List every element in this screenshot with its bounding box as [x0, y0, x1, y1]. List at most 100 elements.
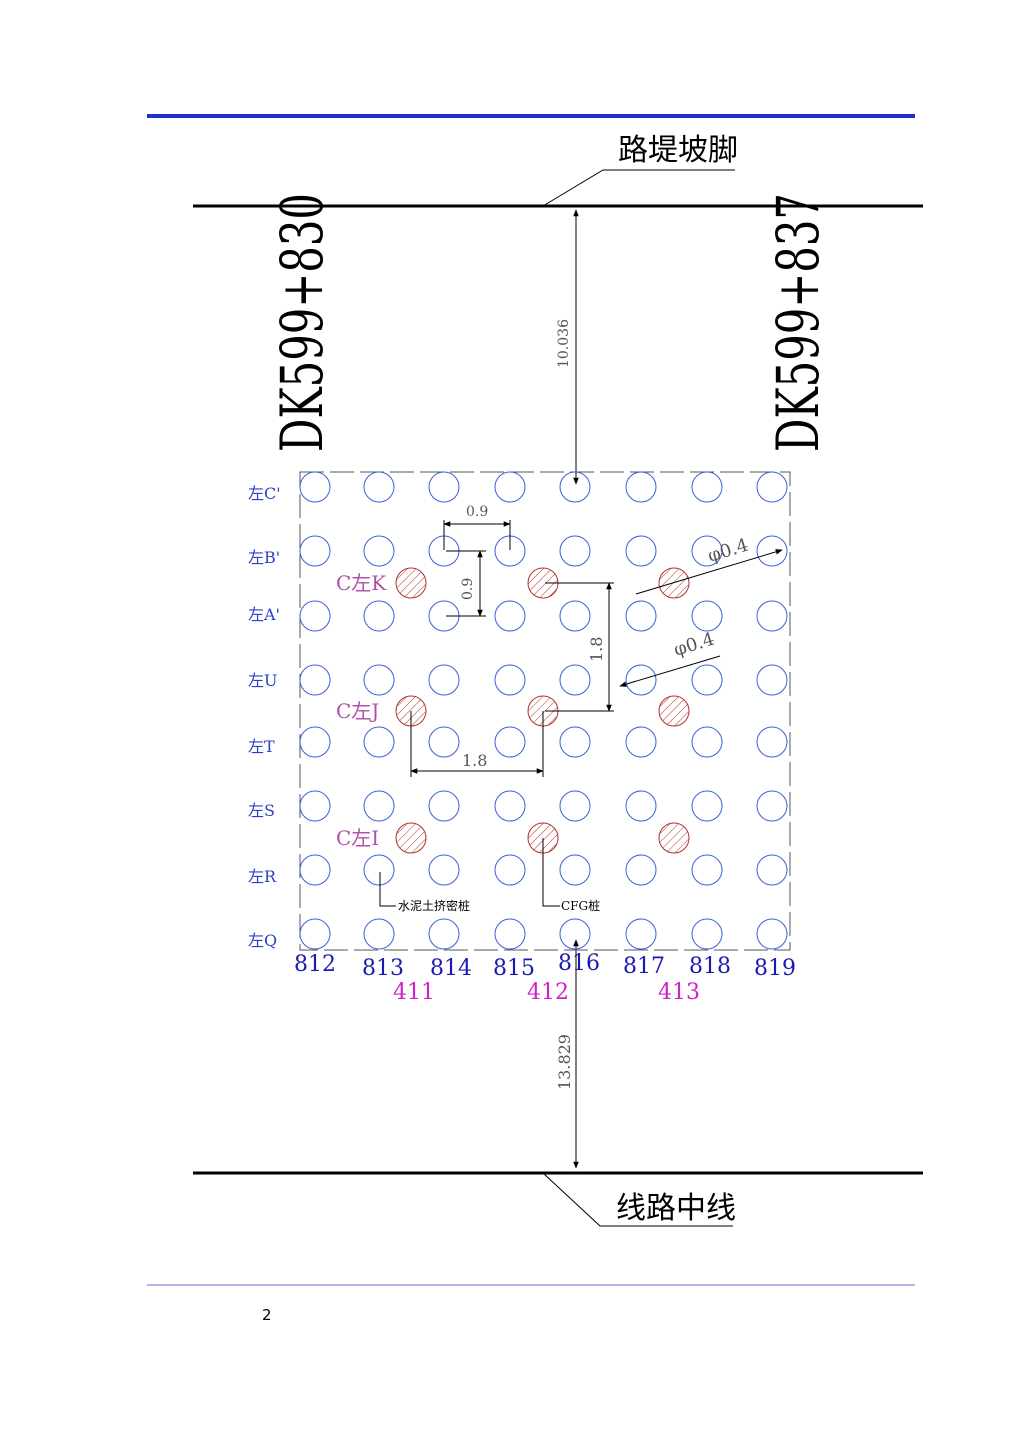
row-label: 左B'	[248, 548, 280, 567]
cement-pile-icon	[428, 471, 460, 503]
group-label: 413	[658, 980, 700, 1005]
row-label: 左C'	[248, 484, 281, 503]
cement-pile-icon	[494, 600, 526, 632]
cement-pile-icon	[691, 790, 723, 822]
cfg-row-label: C左K	[336, 571, 387, 595]
cement-pile-icon	[756, 790, 788, 822]
treatment-boundary	[299, 471, 791, 951]
embankment-toe-label: 路堤坡脚	[618, 133, 738, 168]
dim-cfg-h-label: 1.8	[462, 751, 487, 770]
cement-pile-icon	[756, 535, 788, 567]
cement-pile-icon	[428, 664, 460, 696]
cement-pile-icon	[363, 790, 395, 822]
cement-pile-icon	[363, 854, 395, 886]
cement-pile-icon	[625, 790, 657, 822]
cement-pile-icon	[494, 854, 526, 886]
cement-pile-icon	[691, 854, 723, 886]
cement-pile-icon	[559, 918, 591, 950]
dim-cfg-h: 1.8	[410, 711, 544, 777]
column-label: 812	[294, 952, 336, 977]
row-labels: 左C' 左B' 左A' 左U 左T 左S 左R 左Q	[248, 484, 281, 950]
row-label: 左S	[248, 801, 275, 820]
cement-pile-icon	[363, 918, 395, 950]
cfg-pile-icon	[395, 567, 427, 599]
cement-pile-icon	[299, 664, 331, 696]
column-label: 818	[689, 954, 731, 979]
cement-pile-icon	[299, 600, 331, 632]
cement-pile-icon	[625, 471, 657, 503]
callout-cfg-pile: CFG桩	[542, 838, 600, 913]
cfg-pile-grid	[395, 567, 690, 854]
cement-pile-icon	[494, 471, 526, 503]
dia-label-2: φ0.4	[671, 629, 717, 661]
cement-pile-icon	[299, 918, 331, 950]
cement-pile-icon	[559, 471, 591, 503]
column-labels: 812 813 814 815 816 817 818 819	[294, 951, 796, 981]
cfg-pile-icon	[658, 822, 690, 854]
station-right: DK599+837	[764, 193, 832, 452]
cement-pile-icon	[428, 854, 460, 886]
cement-pile-icon	[691, 471, 723, 503]
cement-pile-icon	[625, 600, 657, 632]
cement-pile-icon	[625, 535, 657, 567]
cement-pile-icon	[559, 600, 591, 632]
cement-pile-icon	[428, 726, 460, 758]
cement-pile-icon	[428, 790, 460, 822]
row-label: 左R	[248, 867, 277, 886]
dim-spacing-h-label: 0.9	[466, 504, 488, 520]
cement-pile-icon	[625, 664, 657, 696]
row-label: 左Q	[248, 931, 277, 950]
cement-pile-icon	[299, 854, 331, 886]
cement-pile-icon	[494, 918, 526, 950]
cement-pile-icon	[363, 471, 395, 503]
dim-spacing-h: 0.9	[443, 504, 511, 550]
cement-pile-icon	[559, 535, 591, 567]
cement-pile-icon	[756, 854, 788, 886]
cement-pile-icon	[559, 854, 591, 886]
column-label: 817	[623, 954, 665, 979]
row-label: 左U	[248, 671, 278, 690]
cement-pile-icon	[494, 726, 526, 758]
dim-spacing-v: 0.9	[446, 550, 486, 617]
dim-cfg-v: 1.8	[545, 582, 614, 712]
cement-pile-icon	[756, 726, 788, 758]
cement-pile-icon	[494, 664, 526, 696]
row-label: 左A'	[248, 605, 280, 624]
cement-pile-icon	[756, 471, 788, 503]
line-center-label: 线路中线	[616, 1191, 736, 1226]
row-label: 左T	[248, 737, 275, 756]
dim-top-label: 10.036	[556, 319, 572, 368]
embankment-toe-leader	[542, 169, 735, 207]
cement-pile-icon	[299, 471, 331, 503]
cement-pile-icon	[494, 790, 526, 822]
cement-pile-icon	[625, 726, 657, 758]
cfg-row-label: C左I	[336, 826, 379, 850]
page-number: 2	[262, 1306, 272, 1324]
cement-pile-icon	[363, 726, 395, 758]
column-label: 815	[493, 956, 535, 981]
cement-pile-icon	[625, 918, 657, 950]
cement-pile-icon	[625, 854, 657, 886]
group-label: 411	[393, 980, 435, 1005]
dia-leader-2: φ0.4	[619, 629, 721, 687]
cement-pile-icon	[691, 918, 723, 950]
station-left: DK599+830	[268, 193, 336, 452]
cement-pile-icon	[299, 726, 331, 758]
column-label: 816	[558, 951, 600, 976]
dim-bottom-label: 13.829	[555, 1034, 574, 1090]
cement-pile-icon	[559, 726, 591, 758]
cfg-pile-icon	[395, 822, 427, 854]
cement-pile-icon	[363, 535, 395, 567]
column-label: 813	[362, 956, 404, 981]
column-label: 814	[430, 956, 472, 981]
callout-cfg-label: CFG桩	[561, 898, 600, 913]
cement-pile-icon	[363, 600, 395, 632]
cement-pile-icon	[691, 664, 723, 696]
dia-leader-1: φ0.4	[635, 535, 783, 595]
column-label: 819	[754, 956, 796, 981]
cfg-pile-icon	[658, 695, 690, 727]
callout-cement-pile: 水泥土挤密桩	[379, 872, 470, 913]
cement-pile-icon	[691, 726, 723, 758]
cement-pile-icon	[428, 918, 460, 950]
